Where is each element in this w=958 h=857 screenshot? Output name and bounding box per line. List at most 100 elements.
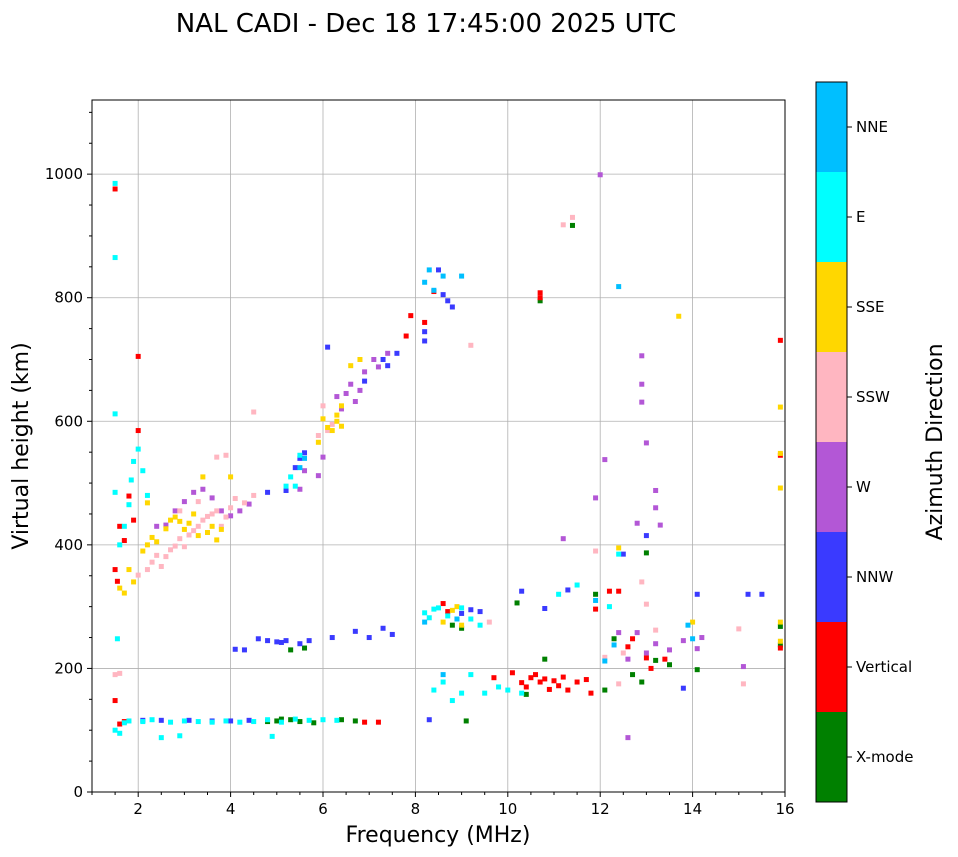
- data-point: [131, 517, 137, 523]
- data-point: [209, 511, 215, 517]
- colorbar-segment: [816, 622, 847, 712]
- colorbar-tick-label: NNE: [856, 118, 888, 136]
- data-point: [449, 622, 455, 628]
- x-axis-label: Frequency (MHz): [346, 823, 531, 848]
- series-ssw: [112, 214, 746, 687]
- data-point: [777, 485, 783, 491]
- data-point: [186, 532, 192, 538]
- x-ticks: 2 4 6 8 10 12 14 16: [91, 792, 795, 818]
- data-point: [149, 559, 155, 565]
- data-point: [611, 636, 617, 642]
- data-point: [135, 428, 141, 434]
- data-point: [740, 664, 746, 670]
- data-point: [777, 450, 783, 456]
- data-point: [422, 338, 428, 344]
- data-point: [745, 591, 751, 597]
- data-point: [232, 646, 238, 652]
- data-point: [694, 646, 700, 652]
- data-point: [172, 514, 178, 520]
- data-point: [154, 539, 160, 545]
- data-point: [371, 357, 377, 362]
- data-point: [302, 645, 308, 651]
- data-point: [602, 658, 608, 664]
- data-point: [680, 685, 686, 691]
- data-point: [214, 537, 220, 543]
- data-point: [278, 639, 284, 645]
- data-point: [241, 647, 247, 653]
- series-x-mode: [265, 222, 783, 726]
- data-point: [237, 719, 243, 725]
- data-point: [436, 605, 441, 611]
- data-point: [177, 733, 183, 739]
- data-point: [140, 548, 146, 554]
- data-point: [114, 636, 120, 642]
- data-point: [643, 655, 649, 661]
- data-point: [172, 543, 178, 549]
- x-tick-label: 2: [133, 800, 143, 818]
- data-point: [297, 719, 303, 725]
- data-point: [320, 403, 326, 409]
- data-point: [514, 600, 520, 606]
- data-point: [468, 616, 474, 622]
- data-point: [126, 502, 132, 508]
- data-point: [565, 587, 571, 593]
- x-tick-label: 12: [591, 800, 610, 818]
- data-point: [228, 505, 234, 511]
- colorbar-segment: [816, 82, 847, 172]
- data-point: [468, 672, 474, 678]
- data-point: [445, 298, 451, 304]
- data-point: [574, 582, 580, 588]
- data-point: [385, 363, 391, 369]
- data-point: [181, 526, 187, 532]
- data-point: [380, 625, 386, 631]
- data-point: [158, 563, 164, 569]
- data-point: [315, 439, 321, 445]
- data-point: [574, 679, 580, 685]
- data-point: [283, 483, 289, 489]
- data-point: [556, 591, 562, 597]
- data-point: [320, 416, 326, 422]
- data-point: [625, 656, 631, 662]
- data-point: [625, 644, 631, 650]
- data-point: [255, 636, 261, 642]
- data-point: [653, 657, 659, 663]
- series-vertical: [112, 186, 783, 727]
- data-point: [459, 273, 465, 279]
- data-point: [114, 578, 120, 584]
- data-point: [611, 642, 617, 648]
- data-point: [223, 514, 229, 520]
- data-point: [551, 678, 557, 684]
- data-point: [459, 610, 465, 616]
- data-point: [112, 186, 118, 192]
- data-point: [634, 630, 640, 636]
- data-point: [144, 492, 150, 498]
- data-point: [759, 591, 765, 597]
- data-point: [523, 684, 529, 690]
- data-point: [519, 690, 525, 696]
- data-point: [297, 452, 303, 458]
- data-point: [593, 548, 599, 554]
- data-point: [375, 364, 381, 370]
- x-tick-label: 10: [498, 800, 517, 818]
- data-point: [131, 579, 137, 585]
- y-tick-label: 600: [54, 412, 83, 430]
- data-point: [537, 679, 543, 685]
- data-point: [325, 428, 331, 434]
- data-point: [643, 440, 649, 446]
- data-point: [297, 465, 303, 471]
- data-point: [653, 505, 659, 511]
- data-point: [329, 428, 335, 434]
- data-point: [422, 610, 428, 616]
- data-point: [505, 687, 511, 693]
- data-point: [128, 477, 134, 483]
- data-point: [616, 681, 622, 687]
- data-point: [593, 591, 599, 597]
- data-point: [593, 597, 599, 603]
- data-point: [311, 720, 317, 726]
- data-point: [158, 717, 164, 723]
- data-point: [228, 513, 234, 519]
- data-point: [620, 551, 626, 557]
- data-point: [676, 313, 682, 319]
- data-point: [126, 718, 132, 724]
- data-point: [343, 390, 349, 396]
